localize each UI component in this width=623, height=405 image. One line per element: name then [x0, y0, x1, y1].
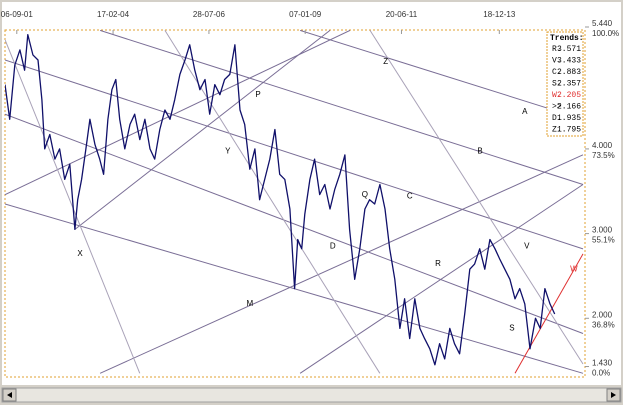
- trend-line: [5, 39, 141, 374]
- legend-name: R.: [552, 45, 562, 54]
- y2-tick-label: 36.8%: [592, 320, 615, 329]
- legend-name: V.: [552, 57, 562, 66]
- trend-label: Y: [225, 147, 231, 156]
- arrow-left: [7, 392, 12, 398]
- legend-name: >>: [552, 103, 562, 112]
- y-tick-label: 3.000: [592, 226, 613, 235]
- y2-tick-label: 100.0%: [592, 29, 619, 38]
- trend-label: X: [77, 249, 83, 258]
- trend-label: C: [407, 191, 413, 200]
- trend-label: V: [524, 241, 530, 250]
- legend-value: 1.795: [557, 126, 581, 135]
- trend-line: [514, 253, 584, 374]
- price-line: [5, 33, 556, 366]
- trend-line: [99, 154, 584, 374]
- legend-name: S.: [552, 80, 562, 89]
- legend-value: 1.935: [557, 114, 581, 123]
- y-tick-label: 2.000: [592, 310, 613, 319]
- trend-label: R: [435, 259, 441, 268]
- trend-line: [5, 59, 584, 250]
- trend-label: A: [522, 107, 528, 116]
- legend-name: D.: [552, 114, 562, 123]
- legend-title: Trends:: [550, 34, 584, 43]
- legend-value: 3.433: [557, 57, 581, 66]
- trend-label: D: [330, 241, 336, 250]
- x-tick-label: 18-12-13: [483, 10, 516, 19]
- y-tick-label: 4.000: [592, 141, 613, 150]
- x-tick-label: 06-09-01: [1, 10, 34, 19]
- plot-frame: [4, 29, 586, 378]
- trend-label: W: [570, 264, 578, 273]
- y2-tick-label: 0.0%: [592, 369, 610, 378]
- trend-line: [5, 113, 584, 334]
- legend-value: 2.883: [557, 68, 581, 77]
- legend-value: 2.205: [557, 91, 581, 100]
- trend-label: Q: [362, 190, 368, 199]
- arrow-right: [611, 392, 616, 398]
- y2-tick-label: 55.1%: [592, 236, 615, 245]
- x-tick-label: 07-01-09: [289, 10, 322, 19]
- trend-label: B: [477, 147, 482, 156]
- legend-value: 2.357: [557, 80, 581, 89]
- y2-tick-label: 73.5%: [592, 151, 615, 160]
- legend-name: C.: [552, 68, 562, 77]
- trend-line: [369, 30, 584, 365]
- trend-label: S: [509, 324, 514, 333]
- trend-label: M: [246, 299, 253, 308]
- y-tick-label: 1.430: [592, 359, 613, 368]
- legend-value: 2.166: [557, 103, 581, 112]
- y-tick-label: 5.440: [592, 19, 613, 28]
- trend-line: [74, 30, 331, 230]
- scrollbar-track[interactable]: [1, 387, 622, 403]
- trend-label: Z: [383, 57, 388, 66]
- x-tick-label: 17-02-04: [97, 10, 130, 19]
- scrollbar[interactable]: [1, 387, 622, 403]
- legend-name: W.: [552, 91, 562, 100]
- trend-line: [299, 30, 584, 120]
- x-tick-label: 20-06-11: [386, 10, 418, 19]
- trend-line: [299, 184, 584, 374]
- plot-area: [5, 30, 584, 374]
- trend-label: P: [255, 90, 260, 99]
- x-tick-label: 28-07-06: [193, 10, 226, 19]
- legend-value: 3.571: [557, 45, 581, 54]
- legend-name: Z.: [552, 126, 562, 135]
- chart-background: [2, 2, 621, 385]
- legend-box: [546, 31, 584, 137]
